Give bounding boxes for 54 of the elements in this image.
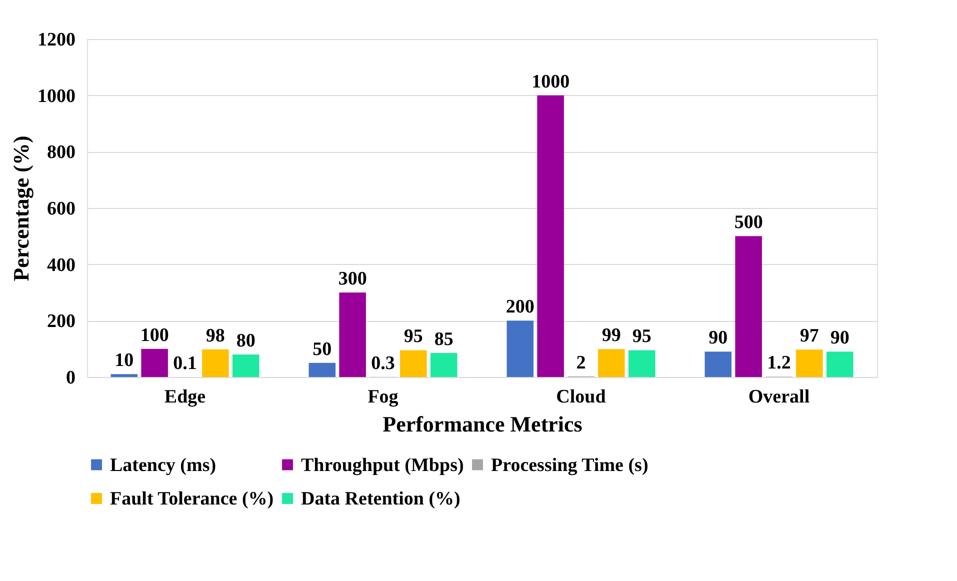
bar <box>506 320 534 377</box>
bar <box>141 348 168 377</box>
data-label: 10 <box>114 350 134 372</box>
data-label: 90 <box>830 328 850 349</box>
bar <box>628 350 656 377</box>
data-label: 95 <box>632 326 652 348</box>
bar <box>308 362 336 377</box>
data-label: 500 <box>734 212 763 234</box>
bar <box>430 353 458 377</box>
data-label: 50 <box>312 338 332 360</box>
data-label: 97 <box>800 326 820 347</box>
data-label: 95 <box>404 326 423 348</box>
data-label: 99 <box>602 325 621 346</box>
data-label: 200 <box>506 296 534 318</box>
data-label: 0.3 <box>371 352 395 374</box>
legend-label: Data Retention (%) <box>301 488 460 510</box>
data-label: 2 <box>576 352 586 374</box>
bar <box>400 350 427 377</box>
data-label: 90 <box>708 328 728 349</box>
data-label: 85 <box>434 329 454 350</box>
bar <box>202 349 229 377</box>
y-tick-label: 600 <box>47 198 76 220</box>
data-label: 98 <box>206 325 225 346</box>
data-label: 80 <box>236 330 256 352</box>
bar <box>110 374 138 377</box>
bar <box>826 352 854 377</box>
legend-label: Latency (ms) <box>110 454 216 476</box>
x-tick-label: Fog <box>368 386 399 408</box>
data-label: 1.2 <box>767 352 791 374</box>
data-label: 1000 <box>532 71 570 92</box>
y-tick-label: 800 <box>47 142 76 164</box>
y-tick-label: 0 <box>66 368 76 388</box>
y-tick-label: 1000 <box>38 86 76 107</box>
legend-label: Throughput (Mbps) <box>301 454 464 476</box>
bar <box>537 95 564 377</box>
data-label: 100 <box>140 324 169 346</box>
y-tick-label: 200 <box>47 311 76 332</box>
y-axis-title: Percentage (%) <box>8 136 34 282</box>
legend-label: Processing Time (s) <box>491 454 648 476</box>
data-label: 300 <box>338 268 367 290</box>
x-tick-label: Edge <box>164 386 206 408</box>
legend-label: Fault Tolerance (%) <box>110 488 274 510</box>
bar <box>796 350 823 377</box>
bar <box>704 352 732 377</box>
bar <box>598 349 625 377</box>
x-tick-label: Overall <box>748 386 810 408</box>
x-axis-title: Performance Metrics <box>382 412 583 436</box>
bar <box>232 354 260 377</box>
bar <box>339 292 366 377</box>
y-tick-label: 400 <box>47 254 76 276</box>
x-tick-label: Cloud <box>556 386 606 408</box>
data-label: 0.1 <box>173 352 197 374</box>
bar <box>735 236 762 377</box>
y-tick-label: 1200 <box>38 30 76 50</box>
